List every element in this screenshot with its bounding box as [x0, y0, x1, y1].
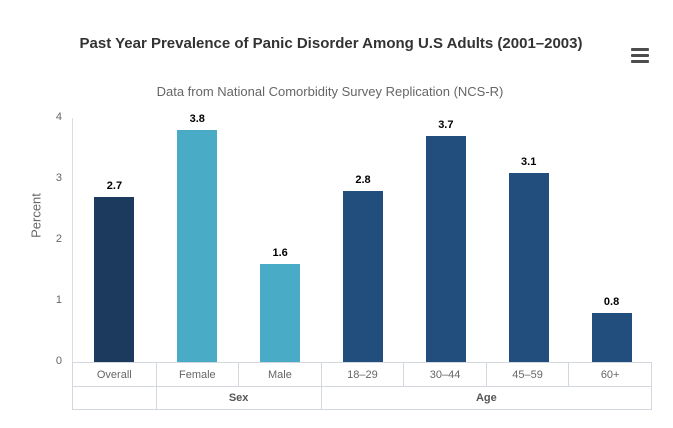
- bar-Male[interactable]: [260, 264, 301, 362]
- y-tick-label: 1: [55, 294, 62, 306]
- bar-18–29[interactable]: [343, 191, 383, 362]
- y-tick-label: 2: [55, 233, 62, 245]
- bar-value-label: 2.7: [106, 180, 123, 193]
- bar-Female[interactable]: [177, 130, 218, 362]
- group-label-Age: Age: [320, 387, 651, 409]
- bar-30–44[interactable]: [425, 136, 466, 362]
- x-axis-category-table: Overall Female Male 18–29 30–44 45–59 60+ Sex A…: [72, 362, 652, 410]
- y-tick-label: 3: [55, 172, 62, 184]
- category-label-45–59: 45–59: [485, 363, 569, 386]
- bar-value-label: 3.7: [438, 119, 454, 132]
- bar-value-label: 3.1: [521, 155, 537, 168]
- bar-60+[interactable]: [591, 313, 632, 362]
- category-label-30–44: 30–44: [403, 363, 486, 386]
- category-label-60+: 60+: [568, 363, 651, 386]
- chart-subtitle: Data from National Comorbidity Survey Re…: [156, 84, 504, 99]
- export-menu-button[interactable]: [627, 44, 653, 66]
- bar-value-label: 0.8: [603, 296, 620, 309]
- y-tick-label: 4: [55, 111, 62, 123]
- bar-Overall[interactable]: [94, 197, 135, 362]
- hamburger-icon: [631, 53, 649, 57]
- category-label-Female: Female: [155, 363, 239, 386]
- category-label-Overall: Overall: [96, 368, 132, 381]
- group-label-Sex: Sex: [155, 387, 321, 409]
- bar-value-label: 2.8: [355, 174, 371, 187]
- bar-45–59[interactable]: [508, 172, 549, 362]
- category-label-row: Overall Female Male 18–29 30–44 45–59 60+: [73, 363, 651, 387]
- bar-value-label: 1.6: [272, 247, 288, 260]
- plot-area: 2.7 3.8 1.6 2.8 3.7 3.1 0.8: [72, 113, 653, 362]
- hamburger-icon: [631, 47, 649, 51]
- chart-title: Past Year Prevalence of Panic Disorder A…: [79, 35, 583, 52]
- bar-value-label: 3.8: [189, 113, 205, 126]
- category-label-18–29: 18–29: [320, 363, 404, 386]
- category-label-Male: Male: [238, 363, 321, 386]
- hamburger-icon: [631, 59, 649, 63]
- y-tick-label: 0: [55, 355, 62, 367]
- group-label-empty: [73, 387, 156, 409]
- category-group-row: Sex Age: [73, 387, 651, 409]
